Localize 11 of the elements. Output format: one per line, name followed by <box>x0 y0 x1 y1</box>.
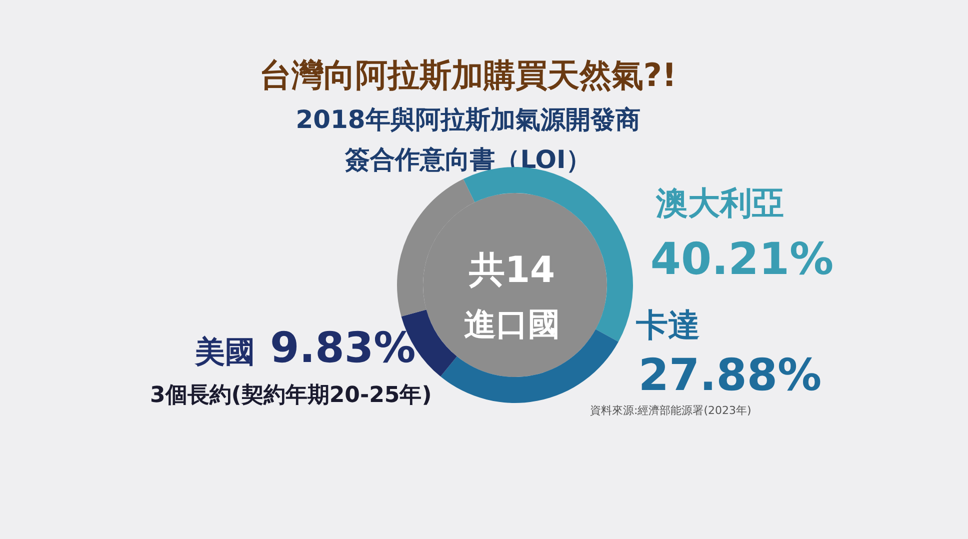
data-label: 40.21% <box>650 234 834 285</box>
slice-label: 澳大利亞 <box>655 184 784 222</box>
text: 共14 <box>468 250 556 291</box>
slice-label: 卡達 <box>635 306 700 344</box>
chart-title: 台灣向阿拉斯加購買天然氣?! <box>259 56 677 94</box>
data-label: 9.83% <box>270 323 416 372</box>
slice-label: 美國 <box>194 335 255 370</box>
text: 3個長約(契約年期20-25年) <box>150 383 432 408</box>
text: 進口國 <box>464 305 560 343</box>
source-note: 資料來源:經濟部能源署(2023年) <box>590 404 752 417</box>
data-label: 27.88% <box>638 350 822 401</box>
